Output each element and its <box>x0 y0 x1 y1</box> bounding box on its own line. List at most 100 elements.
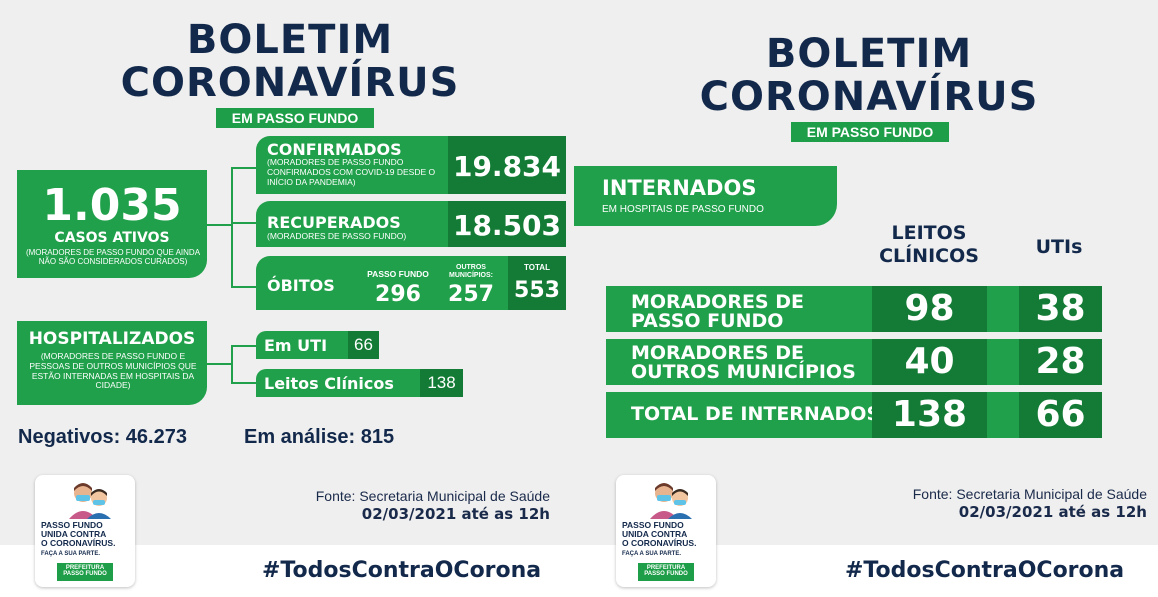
active-cases-box: 1.035 CASOS ATIVOS (MORADORES DE PASSO F… <box>17 170 207 278</box>
campaign-logo: PASSO FUNDO UNIDA CONTRA O CORONAVÍRUS. … <box>616 475 716 587</box>
active-cases-value: 1.035 <box>42 180 182 231</box>
row-label-line1: MORADORES DE <box>631 342 804 364</box>
date-text: 02/03/2021 até as 12h <box>958 503 1147 521</box>
connector-line <box>231 167 233 288</box>
connector-line <box>231 286 256 288</box>
connector-line <box>231 167 256 169</box>
source-text: Fonte: Secretaria Municipal de Saúde <box>315 488 550 504</box>
row-utis-value: 28 <box>1035 341 1086 382</box>
deaths-outros-label: OUTROS MUNICÍPIOS: <box>449 264 493 280</box>
recovered-desc: (MORADORES DE PASSO FUNDO) <box>267 231 407 241</box>
col-leitos-line1: LEITOS <box>891 222 967 244</box>
connector-line <box>231 382 256 384</box>
row-utis-cell: 66 <box>1019 392 1102 438</box>
confirmed-box: CONFIRMADOS (MORADORES DE PASSO FUNDO CO… <box>256 136 448 194</box>
leitos-box: Leitos Clínicos <box>256 369 420 397</box>
table-row-label <box>606 339 872 385</box>
row-total-label: TOTAL DE INTERNADOS <box>631 403 881 425</box>
title-boletim: BOLETIM <box>765 31 973 77</box>
row-utis-value: 66 <box>1035 394 1086 435</box>
row-utis-cell: 28 <box>1019 339 1102 385</box>
row-leitos-value: 40 <box>904 341 955 382</box>
hashtag: #TodosContraOCorona <box>845 558 1125 583</box>
col-leitos-line2: CLÍNICOS <box>879 244 979 267</box>
table-row-label <box>606 286 872 332</box>
logo-line3: O CORONAVÍRUS. <box>41 537 116 548</box>
row-gap-cell <box>987 286 1019 332</box>
hospitalized-desc: (MORADORES DE PASSO FUNDO E PESSOAS DE O… <box>29 351 197 391</box>
prefeitura-badge: PREFEITURA PASSO FUNDO <box>57 563 113 581</box>
logo-sub: FAÇA A SUA PARTE. <box>622 551 682 557</box>
subtitle-badge: EM PASSO FUNDO <box>216 108 374 128</box>
row-gap-cell <box>987 339 1019 385</box>
row-label-line2: OUTROS MUNICÍPIOS <box>631 361 856 383</box>
title-boletim: BOLETIM <box>186 17 394 63</box>
deaths-pf-label: PASSO FUNDO <box>367 269 429 279</box>
connector-line <box>207 224 232 226</box>
connector-line <box>231 345 233 384</box>
prefeitura-badge: PREFEITURA PASSO FUNDO <box>638 563 694 581</box>
col-utis-header: UTIs <box>1035 236 1083 258</box>
connector-line <box>207 363 232 365</box>
row-leitos-cell: 138 <box>872 392 987 438</box>
people-mask-icon <box>650 483 692 519</box>
deaths-box: ÓBITOS PASSO FUNDO 296 OUTROS MUNICÍPIOS… <box>256 256 508 310</box>
title-coronavirus: CORONAVÍRUS <box>120 60 460 106</box>
logo-line1: PASSO FUNDO <box>622 520 684 530</box>
active-cases-desc: (MORADORES DE PASSO FUNDO QUE AINDA NÃO … <box>25 248 201 267</box>
recovered-label: RECUPERADOS <box>267 213 401 232</box>
recovered-box: RECUPERADOS (MORADORES DE PASSO FUNDO) <box>256 201 448 247</box>
hospitalized-label: HOSPITALIZADOS <box>28 329 196 349</box>
logo-line2: UNIDA CONTRA <box>622 528 688 539</box>
uti-box: Em UTI <box>256 331 348 359</box>
people-mask-icon <box>69 483 111 519</box>
deaths-label: ÓBITOS <box>267 276 335 295</box>
table-row-label <box>606 392 872 438</box>
leitos-label: Leitos Clínicos <box>264 374 394 393</box>
uti-value: 66 <box>354 335 373 354</box>
hashtag: #TodosContraOCorona <box>262 558 542 583</box>
row-leitos-value: 98 <box>904 288 955 329</box>
logo-sub: FAÇA A SUA PARTE. <box>41 551 101 557</box>
negatives-text: Negativos: 46.273 <box>18 426 187 448</box>
date-text: 02/03/2021 até as 12h <box>361 505 550 523</box>
col-leitos-header: LEITOS CLÍNICOS <box>869 222 989 268</box>
title-coronavirus: CORONAVÍRUS <box>699 74 1039 120</box>
analysis-text: Em análise: 815 <box>244 426 395 448</box>
confirmed-value: 19.834 <box>452 150 562 183</box>
right-bulletin: BOLETIM CORONAVÍRUS EM PASSO FUNDO INTER… <box>574 0 1158 597</box>
logo-line3: O CORONAVÍRUS. <box>622 537 697 548</box>
connector-line <box>231 222 256 224</box>
prefeitura-line1: PREFEITURA <box>646 565 686 571</box>
logo-line1: PASSO FUNDO <box>41 520 103 530</box>
internados-desc: EM HOSPITAIS DE PASSO FUNDO <box>602 204 764 215</box>
row-leitos-cell: 98 <box>872 286 987 332</box>
prefeitura-line1: PREFEITURA <box>65 565 105 571</box>
deaths-total-value: 553 <box>514 278 560 303</box>
row-utis-value: 38 <box>1035 288 1086 329</box>
active-cases-label: CASOS ATIVOS <box>54 230 170 246</box>
deaths-pf-value: 296 <box>375 282 421 307</box>
logo-line2: UNIDA CONTRA <box>41 528 107 539</box>
confirmed-value-box: 19.834 <box>448 136 566 194</box>
source-text: Fonte: Secretaria Municipal de Saúde <box>912 486 1147 502</box>
leitos-value: 138 <box>427 373 456 392</box>
recovered-value: 18.503 <box>452 209 562 242</box>
deaths-total-label: TOTAL <box>524 263 550 272</box>
left-bulletin: BOLETIM CORONAVÍRUS EM PASSO FUNDO 1.035… <box>0 0 579 597</box>
row-label-line2: PASSO FUNDO <box>631 310 784 332</box>
row-gap-cell <box>987 392 1019 438</box>
confirmed-desc: (MORADORES DE PASSO FUNDO CONFIRMADOS CO… <box>267 157 436 187</box>
prefeitura-line2: PASSO FUNDO <box>644 571 688 577</box>
recovered-value-box: 18.503 <box>448 201 566 247</box>
internados-box: INTERNADOS EM HOSPITAIS DE PASSO FUNDO <box>574 166 837 226</box>
row-leitos-cell: 40 <box>872 339 987 385</box>
row-label-line1: MORADORES DE <box>631 291 804 313</box>
subtitle-badge: EM PASSO FUNDO <box>791 122 949 142</box>
row-leitos-value: 138 <box>891 394 968 435</box>
uti-value-box: 66 <box>348 331 379 359</box>
connector-line <box>231 345 256 347</box>
deaths-outros-value: 257 <box>448 282 494 307</box>
deaths-total-box: TOTAL 553 <box>508 256 566 310</box>
confirmed-label: CONFIRMADOS <box>267 140 402 159</box>
